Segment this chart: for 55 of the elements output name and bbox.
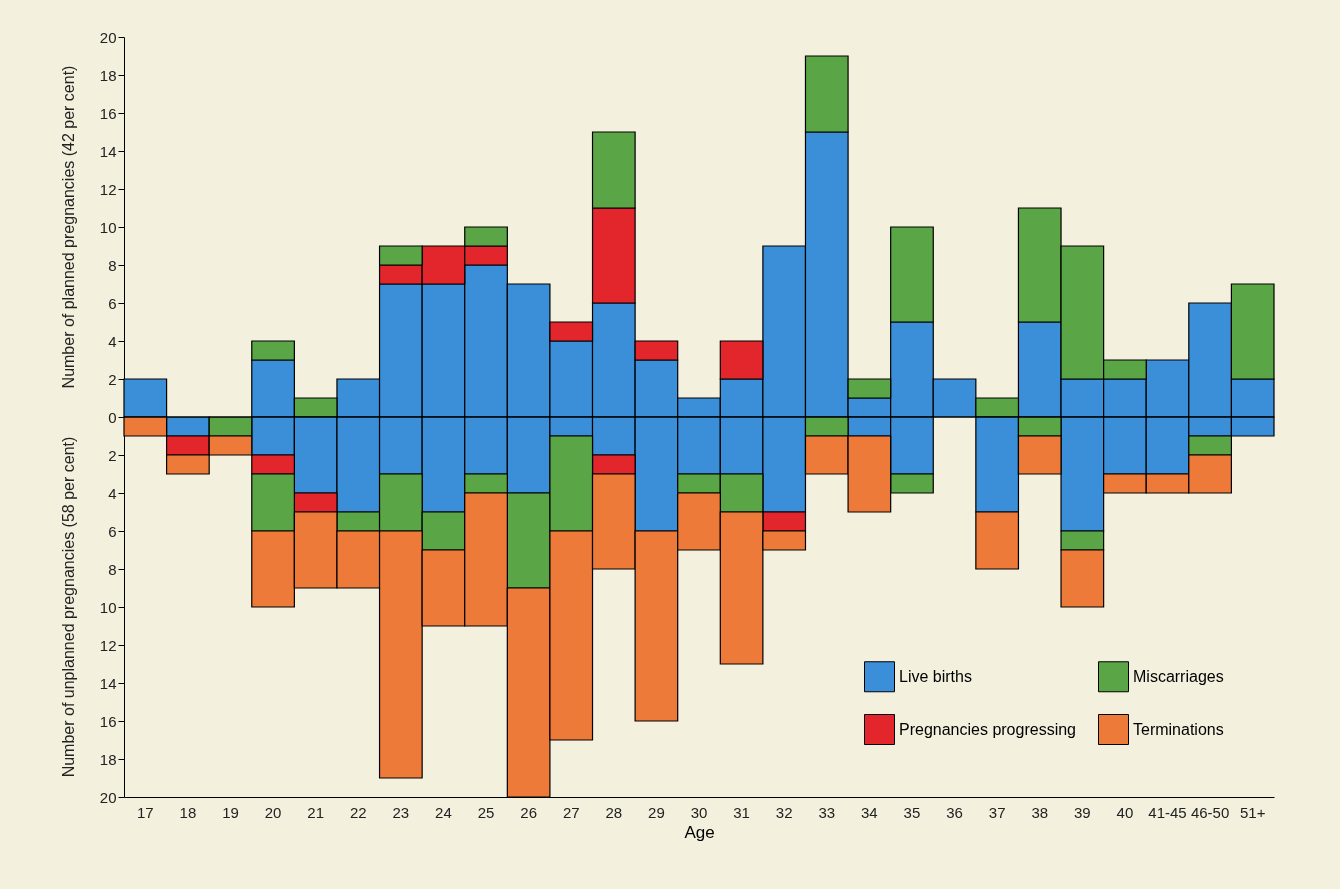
x-tick-label: 18 [179, 803, 197, 821]
y-tick-label: 10 [99, 218, 117, 236]
y-tick-label: 2 [108, 370, 117, 388]
x-tick-label: 46-50 [1190, 803, 1230, 821]
x-tick-label: 39 [1073, 803, 1091, 821]
x-tick-label: 25 [477, 803, 495, 821]
y-tick-label: 4 [108, 332, 117, 350]
y-tick-label: 10 [99, 598, 117, 616]
y-tick-label: 18 [99, 66, 117, 84]
y-tick-label: 16 [99, 712, 117, 730]
y-tick-label: 0 [108, 408, 117, 426]
x-tick-label: 29 [648, 803, 665, 821]
y-tick-label: 14 [99, 674, 117, 692]
legend-label: Live births [899, 667, 972, 685]
y-tick-label: 14 [99, 142, 117, 160]
text: Number of unplanned pregnancies (58 per cent) [60, 436, 77, 778]
x-axis-title: Age [684, 822, 715, 842]
y-tick-label: 20 [99, 788, 117, 806]
y-tick-label: 4 [108, 484, 117, 502]
legend-label: Pregnancies progressing [899, 720, 1076, 738]
y-axis-title: Number of planned pregnancies (42 per cent) [60, 65, 77, 389]
x-tick-label: 34 [861, 803, 878, 821]
y-tick-label: 6 [108, 522, 117, 540]
x-tick-label: 24 [435, 803, 452, 821]
y-tick-label: 12 [99, 636, 117, 654]
x-tick-label: 23 [392, 803, 410, 821]
x-tick-label: 38 [1031, 803, 1049, 821]
y-tick-label: 18 [99, 750, 117, 768]
y-tick-label: 12 [99, 180, 117, 198]
y-tick-label: 20 [99, 28, 117, 46]
x-tick-label: 37 [988, 803, 1006, 821]
y-tick-label: 2 [108, 446, 117, 464]
x-tick-label: 19 [222, 803, 239, 821]
x-tick-label: 28 [605, 803, 623, 821]
x-tick-label: 21 [307, 803, 325, 821]
x-tick-label: 30 [690, 803, 708, 821]
x-tick-label: 20 [264, 803, 282, 821]
x-tick-label: 27 [562, 803, 580, 821]
y-tick-label: 8 [108, 560, 117, 578]
x-tick-label: 31 [733, 803, 750, 821]
x-tick-label: 35 [903, 803, 921, 821]
x-tick-label: 51+ [1239, 803, 1266, 821]
x-tick-label: 36 [946, 803, 963, 821]
y-tick-label: 6 [108, 294, 117, 312]
x-tick-label: 32 [775, 803, 793, 821]
x-tick-label: 26 [520, 803, 537, 821]
y-tick-label: 8 [108, 256, 117, 274]
x-tick-label: 40 [1116, 803, 1134, 821]
y-tick-label: 16 [99, 104, 117, 122]
x-tick-label: 33 [818, 803, 836, 821]
x-tick-label: 17 [136, 803, 154, 821]
x-tick-label: 41-45 [1148, 803, 1187, 821]
legend-label: Terminations [1133, 720, 1224, 738]
legend-label: Miscarriages [1133, 667, 1224, 685]
x-tick-label: 22 [349, 803, 367, 821]
